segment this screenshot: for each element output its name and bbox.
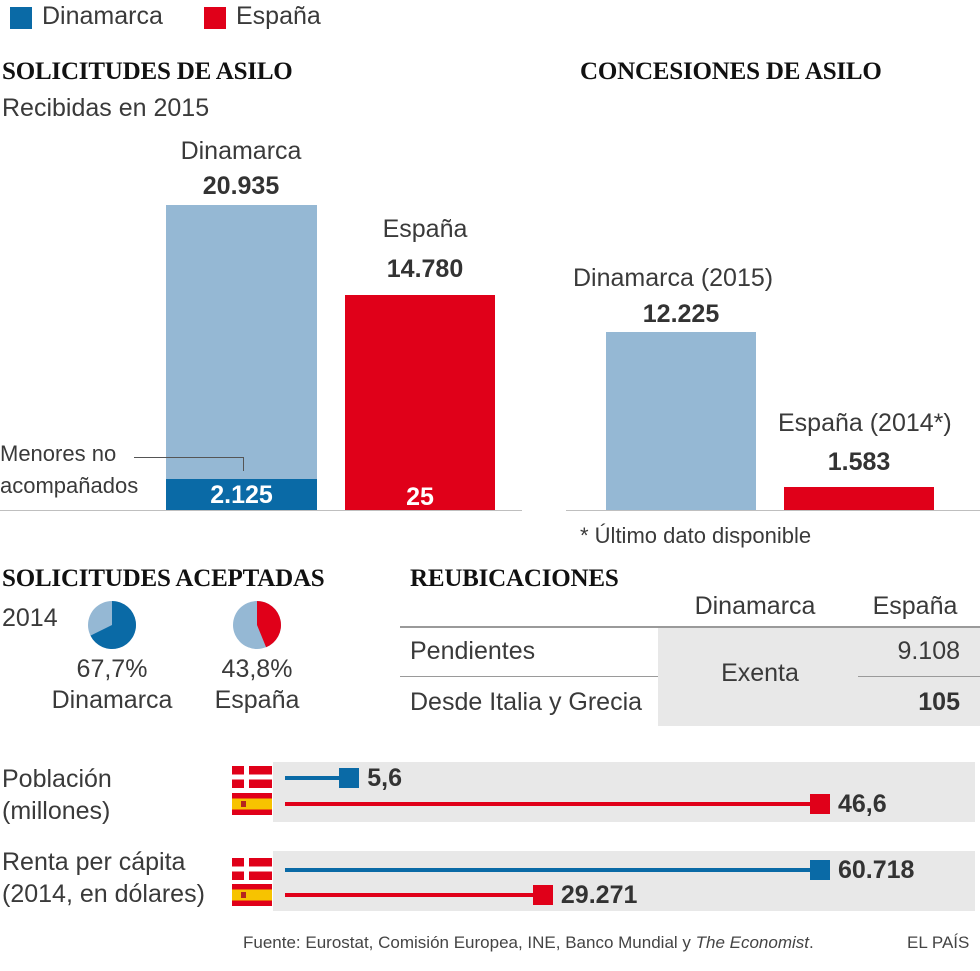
concesiones-baseline (566, 510, 980, 511)
renta-line-espana (285, 893, 543, 897)
concesiones-bar-dinamarca (606, 331, 756, 510)
reubicaciones-gray-panel (658, 628, 980, 726)
reubicaciones-row-divider-right (858, 676, 980, 677)
reubicaciones-header-rule (400, 626, 980, 628)
pie-espana (233, 601, 281, 649)
reubicaciones-row-pendientes-label: Pendientes (410, 637, 536, 665)
solicitudes-subbar-dinamarca (166, 479, 317, 510)
renta-track (273, 851, 975, 911)
solicitudes-cat-dinamarca: Dinamarca (180, 137, 302, 165)
footer-brand: EL PAÍS (907, 933, 970, 952)
solicitudes-cat-espana: España (382, 215, 468, 243)
reubicaciones-row-italia-espana: 105 (918, 688, 960, 716)
concesiones-footnote: * Último dato disponible (580, 523, 812, 548)
solicitudes-baseline (0, 510, 522, 511)
renta-line-dinamarca (285, 868, 820, 872)
poblacion-line-dinamarca (285, 776, 350, 780)
poblacion-label-line1: Población (2, 765, 112, 793)
reubicaciones-row-italia-label: Desde Italia y Grecia (410, 688, 643, 716)
footer-source-italic: The Economist (695, 933, 810, 952)
poblacion-track (273, 762, 975, 822)
pie-dinamarca (88, 601, 136, 649)
reubicaciones-col-espana: España (872, 592, 958, 620)
dk-flag-icon (232, 766, 272, 788)
aceptadas-name-espana: España (214, 686, 300, 714)
aceptadas-name-dinamarca: Dinamarca (51, 686, 173, 714)
solicitudes-title: SOLICITUDES DE ASILO (2, 58, 293, 85)
reubicaciones-title: REUBICACIONES (410, 565, 619, 592)
renta-label-line1: Renta per cápita (2, 848, 186, 876)
aceptadas-pct-dinamarca: 67,7% (76, 655, 148, 683)
aceptadas-year: 2014 (2, 604, 58, 632)
concesiones-title: CONCESIONES DE ASILO (580, 58, 882, 85)
dk-flag-icon (232, 858, 272, 880)
menores-leader-h (134, 457, 244, 458)
solicitudes-sub-value-espana: 25 (406, 483, 434, 511)
pie-espana-slice (257, 601, 281, 648)
es-flag-icon (232, 793, 272, 815)
poblacion-marker-dinamarca (339, 768, 360, 788)
footer-source: Fuente: Eurostat, Comisión Europea, INE,… (243, 933, 814, 953)
renta-value-espana: 29.271 (560, 881, 638, 909)
solicitudes-sub-value-dinamarca: 2.125 (210, 481, 273, 509)
poblacion-marker-espana (810, 794, 830, 814)
reubicaciones-row-pendientes-espana: 9.108 (897, 637, 960, 665)
poblacion-value-espana: 46,6 (838, 790, 887, 818)
reubicaciones-col-dinamarca: Dinamarca (694, 592, 816, 620)
concesiones-cat-dinamarca: Dinamarca (2015) (573, 264, 774, 292)
renta-marker-espana (532, 885, 553, 905)
legend-label-espana: España (236, 2, 321, 30)
concesiones-cat-espana: España (2014*) (778, 409, 952, 437)
solicitudes-subtitle: Recibidas en 2015 (2, 94, 210, 122)
concesiones-value-dinamarca: 12.225 (642, 300, 720, 328)
reubicaciones-row-divider-left (400, 676, 658, 677)
concesiones-value-espana: 1.583 (827, 448, 891, 476)
solicitudes-value-espana: 14.780 (386, 255, 464, 283)
poblacion-value-dinamarca: 5,6 (367, 764, 403, 792)
es-flag-icon (232, 884, 272, 906)
renta-value-dinamarca: 60.718 (838, 856, 915, 884)
menores-label-line2: acompañados (0, 473, 139, 498)
footer-source-end: . (809, 933, 814, 952)
solicitudes-bar-dinamarca (166, 205, 317, 510)
poblacion-line-espana (285, 802, 820, 806)
legend-swatch-dinamarca (10, 7, 32, 29)
footer-source-text: Fuente: Eurostat, Comisión Europea, INE,… (243, 933, 696, 952)
aceptadas-title: SOLICITUDES ACEPTADAS (2, 565, 325, 592)
concesiones-bar-espana (784, 486, 934, 510)
renta-marker-dinamarca (810, 860, 830, 880)
legend-label-dinamarca: Dinamarca (42, 2, 163, 30)
legend-swatch-espana (204, 7, 226, 29)
poblacion-label-line2: (millones) (2, 797, 111, 825)
menores-leader-v (243, 457, 244, 471)
pie-dinamarca-slice (90, 601, 136, 649)
solicitudes-value-dinamarca: 20.935 (202, 172, 280, 200)
renta-label-line2: (2014, en dólares) (2, 880, 205, 908)
menores-label-line1: Menores no (0, 441, 117, 466)
aceptadas-pct-espana: 43,8% (221, 655, 293, 683)
reubicaciones-exenta: Exenta (721, 659, 799, 687)
solicitudes-bar-espana (345, 294, 495, 510)
